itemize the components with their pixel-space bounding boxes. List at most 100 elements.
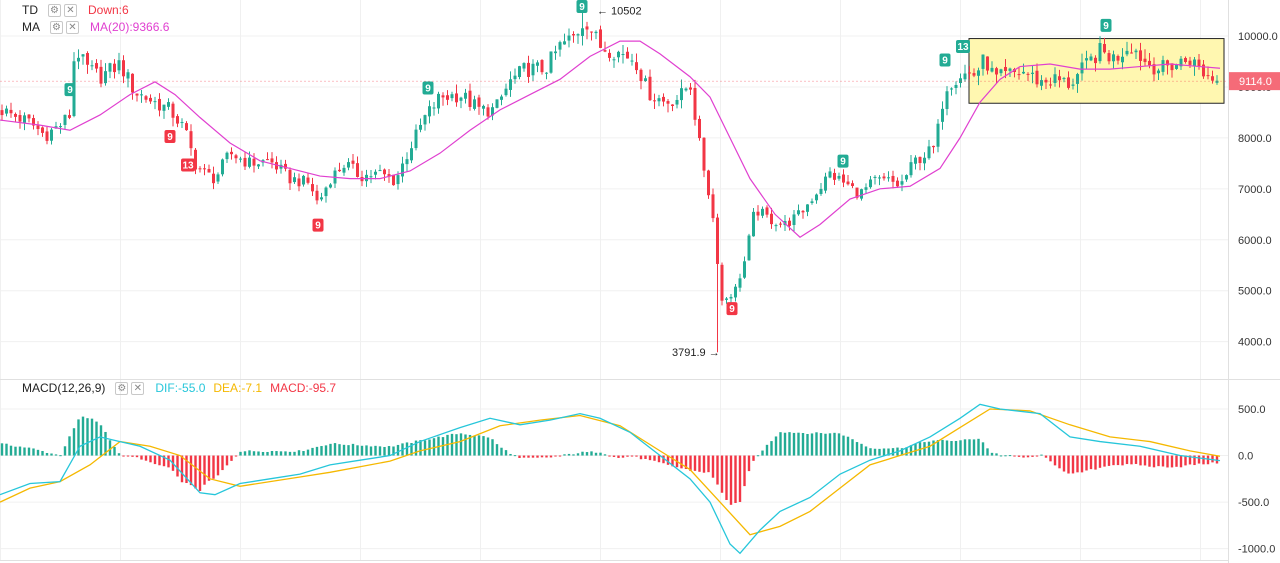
macd-bar xyxy=(891,448,895,456)
macd-bar xyxy=(612,455,616,457)
candle-body xyxy=(1143,58,1147,63)
candle-body xyxy=(995,68,998,75)
candle-body xyxy=(1175,64,1178,69)
candle-body xyxy=(900,181,904,185)
candle-body xyxy=(162,104,166,111)
macd-bar xyxy=(779,432,782,456)
macd-bar xyxy=(968,439,971,456)
macd-bar xyxy=(5,443,8,456)
macd-bar xyxy=(941,439,944,456)
candle-body xyxy=(414,129,418,149)
macd-label: MACD(12,26,9) xyxy=(22,381,106,395)
candle-body xyxy=(630,60,634,62)
candle-body xyxy=(873,176,877,178)
close-icon[interactable]: ✕ xyxy=(131,381,145,395)
macd-tick-label: -1000.0 xyxy=(1238,544,1275,556)
macd-bar xyxy=(329,443,332,456)
candle-body xyxy=(702,137,706,171)
macd-bar xyxy=(806,433,809,456)
candle-body xyxy=(284,163,287,169)
candle-body xyxy=(1157,70,1160,74)
td-marker-up: 9 xyxy=(422,81,434,95)
candle-body xyxy=(968,72,971,74)
macd-bar xyxy=(774,436,778,456)
candle-body xyxy=(617,51,620,58)
td-marker-label: 9 xyxy=(579,2,585,13)
macd-bar xyxy=(617,455,620,458)
candle-body xyxy=(828,171,832,178)
candle-body xyxy=(315,190,319,201)
macd-bar xyxy=(59,455,62,457)
macd-bar xyxy=(518,455,521,459)
candle-body xyxy=(329,184,332,188)
close-icon[interactable]: ✕ xyxy=(66,20,79,34)
macd-bar xyxy=(122,455,125,457)
candle-body xyxy=(612,59,616,61)
candle-body xyxy=(0,110,4,116)
candle-body xyxy=(356,163,359,177)
candle-body xyxy=(1197,59,1201,67)
macd-bar xyxy=(1179,455,1183,468)
td-marker-badge xyxy=(726,302,738,316)
macd-bar xyxy=(995,453,998,456)
candle-body xyxy=(288,169,292,184)
macd-bar xyxy=(711,455,715,478)
macd-bar xyxy=(1035,455,1039,457)
candle-body xyxy=(932,145,935,148)
td-marker-label: 9 xyxy=(729,304,735,315)
candle-body xyxy=(945,91,949,110)
macd-bar xyxy=(1107,455,1111,466)
macd-bar xyxy=(1098,455,1102,468)
macd-bar xyxy=(824,433,827,456)
candle-body xyxy=(635,62,638,71)
candle-body xyxy=(572,34,575,36)
gear-icon[interactable]: ⚙ xyxy=(115,381,129,395)
candle-body xyxy=(5,108,8,114)
macd-bar xyxy=(842,435,845,456)
macd-bar xyxy=(540,455,544,458)
macd-bar xyxy=(338,444,341,456)
close-icon[interactable]: ✕ xyxy=(64,3,77,17)
macd-bar xyxy=(702,455,706,473)
macd-bar xyxy=(131,455,134,457)
ma-legend: MA ⚙ ✕ MA(20):9366.6 xyxy=(0,17,169,37)
candle-body xyxy=(32,118,35,126)
candle-body xyxy=(401,163,404,177)
candle-body xyxy=(680,88,683,101)
candle-body xyxy=(1184,57,1187,62)
candle-body xyxy=(1103,43,1106,53)
candle-body xyxy=(500,96,503,100)
candle-body xyxy=(1121,56,1124,63)
gear-icon[interactable]: ⚙ xyxy=(48,3,61,17)
macd-bar xyxy=(1161,455,1165,467)
dea-value: DEA:-7.1 xyxy=(213,381,263,395)
macd-bar xyxy=(320,446,323,456)
macd-bar xyxy=(45,453,49,456)
candle-body xyxy=(144,96,148,100)
td-marker-badge xyxy=(956,39,970,53)
macd-bar xyxy=(491,439,494,456)
candle-body xyxy=(774,225,778,227)
macd-bar xyxy=(689,455,692,472)
macd-bar xyxy=(936,440,940,456)
td-marker-badge xyxy=(164,130,176,144)
macd-bar xyxy=(725,455,728,500)
candle-body xyxy=(1161,60,1165,72)
macd-bar xyxy=(927,441,931,456)
macd-bar xyxy=(635,455,638,457)
candle-body xyxy=(446,95,449,100)
candle-body xyxy=(270,158,274,163)
macd-bar xyxy=(716,455,719,485)
macd-bar xyxy=(135,455,139,458)
candle-body xyxy=(68,115,71,118)
candle-body xyxy=(914,157,917,164)
candle-body xyxy=(837,175,841,179)
candle-body xyxy=(419,124,422,130)
macd-bar xyxy=(756,455,760,457)
gear-icon[interactable]: ⚙ xyxy=(50,20,63,34)
macd-bar xyxy=(684,455,688,469)
candle-body xyxy=(585,26,589,30)
candle-body xyxy=(1107,53,1111,62)
candle-body xyxy=(936,123,940,147)
